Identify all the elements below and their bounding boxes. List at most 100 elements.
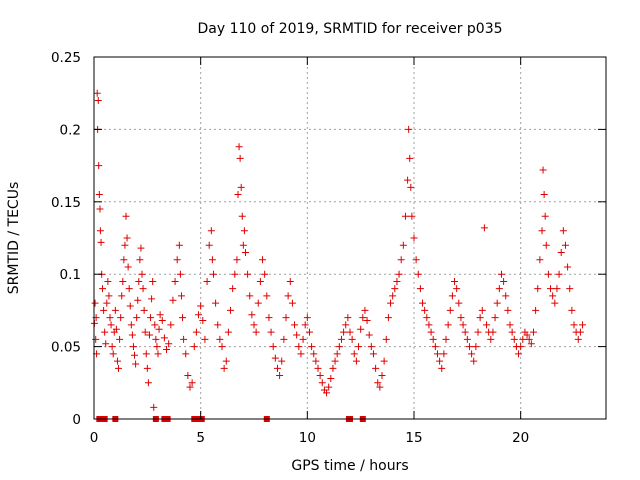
data-point (407, 183, 415, 191)
data-point (165, 340, 173, 348)
data-point (286, 277, 294, 285)
data-point (96, 227, 104, 235)
data-point (149, 277, 157, 285)
data-point (95, 191, 103, 199)
data-point (316, 372, 324, 380)
data-point (100, 306, 108, 314)
data-point (436, 357, 444, 365)
data-point (382, 335, 390, 343)
data-point (125, 285, 133, 293)
data-point (451, 277, 459, 285)
data-marks (90, 89, 587, 411)
data-point (216, 335, 224, 343)
data-point (549, 292, 557, 300)
data-point (532, 306, 540, 314)
data-point (401, 212, 409, 220)
data-point (510, 335, 518, 343)
data-point (121, 241, 129, 249)
data-point (111, 306, 119, 314)
data-point (327, 374, 335, 382)
data-point (519, 335, 527, 343)
data-point (284, 292, 292, 300)
data-point (305, 328, 313, 336)
data-point (134, 296, 142, 304)
data-point (117, 314, 125, 322)
data-point (342, 321, 350, 329)
data-point (504, 306, 512, 314)
data-point (389, 292, 397, 300)
data-point (408, 212, 416, 220)
data-point (203, 277, 211, 285)
data-point (252, 328, 260, 336)
data-point (192, 328, 200, 336)
data-point (295, 343, 303, 351)
data-point (224, 328, 232, 336)
data-point (142, 350, 150, 358)
data-point (337, 335, 345, 343)
data-point (175, 241, 183, 249)
data-point (346, 328, 354, 336)
data-point (113, 357, 121, 365)
data-point (282, 314, 290, 322)
data-point (141, 328, 149, 336)
data-point (102, 340, 110, 348)
data-point (297, 350, 305, 358)
data-point (256, 277, 264, 285)
data-point (158, 317, 166, 325)
x-tick-label: 0 (90, 430, 99, 446)
data-point (527, 340, 535, 348)
data-point (568, 306, 576, 314)
data-point (564, 263, 572, 271)
data-point (214, 321, 222, 329)
data-point (169, 296, 177, 304)
data-point (267, 328, 275, 336)
data-point (570, 321, 578, 329)
data-point (107, 321, 115, 329)
data-point (468, 350, 476, 358)
data-point (348, 335, 356, 343)
data-point (536, 256, 544, 264)
data-point (186, 383, 194, 391)
data-point (412, 256, 420, 264)
data-point (410, 234, 418, 242)
data-point (427, 328, 435, 336)
data-point (278, 357, 286, 365)
data-point (378, 372, 386, 380)
data-point (431, 343, 439, 351)
data-point (104, 277, 112, 285)
data-point (525, 335, 533, 343)
data-point (148, 295, 156, 303)
data-point (470, 357, 478, 365)
data-point (367, 343, 375, 351)
data-point (359, 314, 367, 322)
data-point (271, 354, 279, 362)
data-point (131, 351, 139, 359)
data-point (237, 183, 245, 191)
data-point (179, 314, 187, 322)
data-point (433, 350, 441, 358)
data-point (404, 176, 412, 184)
data-point (465, 343, 473, 351)
data-point (97, 238, 105, 246)
data-point (365, 331, 373, 339)
data-point (145, 331, 153, 339)
data-point (293, 331, 301, 339)
data-point (176, 270, 184, 278)
data-point (559, 227, 567, 235)
data-point (397, 256, 405, 264)
grid (94, 57, 606, 419)
data-point (538, 227, 546, 235)
data-point (393, 277, 401, 285)
data-point (188, 379, 196, 387)
data-point (147, 314, 155, 322)
data-point (241, 248, 249, 256)
data-point (444, 321, 452, 329)
data-point (265, 314, 273, 322)
data-point (201, 335, 209, 343)
data-point (534, 285, 542, 293)
data-point (455, 299, 463, 307)
data-point (414, 270, 422, 278)
data-point (94, 96, 102, 104)
data-point (136, 256, 144, 264)
data-point (553, 285, 561, 293)
